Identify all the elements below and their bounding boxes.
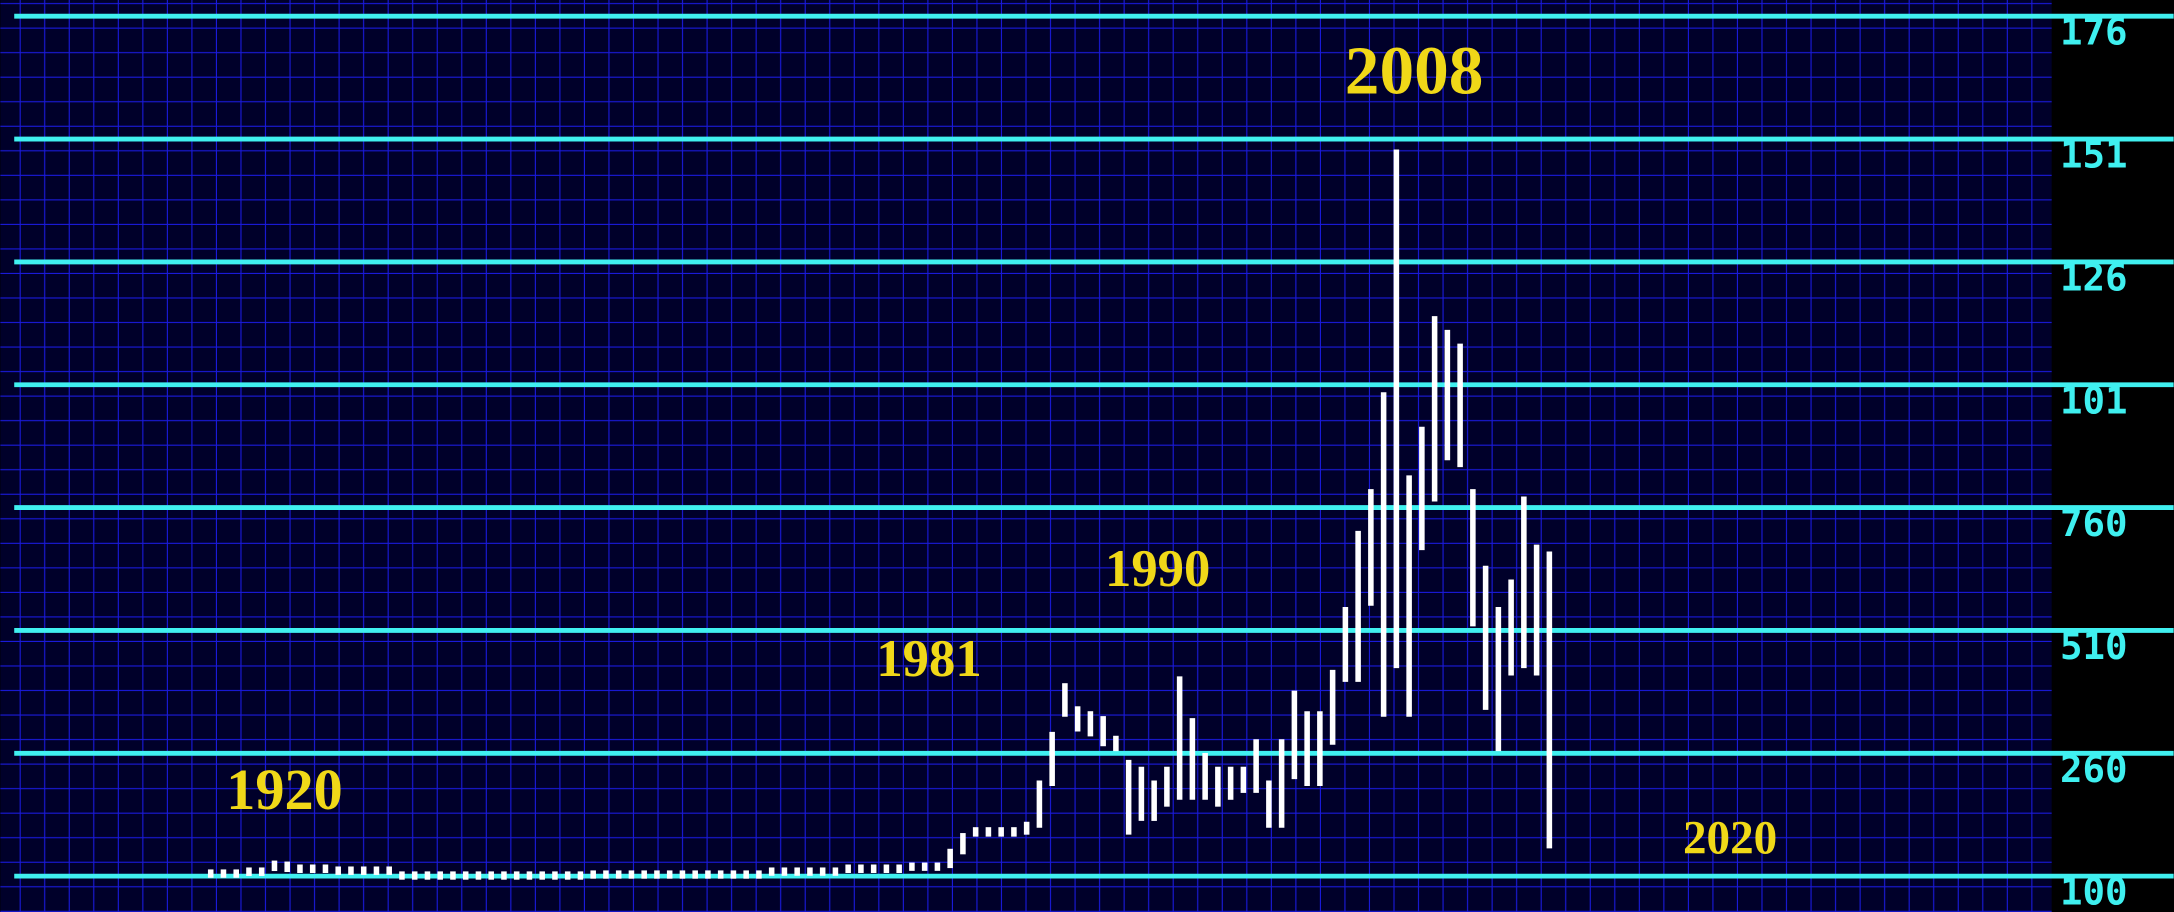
y-tick-label: 510 xyxy=(2060,624,2128,668)
annotation: 2008 xyxy=(1345,32,1484,109)
y-tick-label: 151 xyxy=(2060,133,2128,177)
y-tick-label: 126 xyxy=(2060,255,2128,299)
annotation: 1981 xyxy=(876,630,981,688)
y-tick-label: 101 xyxy=(2060,378,2128,422)
y-tick-label: 100 xyxy=(2060,870,2128,912)
y-tick-label: 176 xyxy=(2060,10,2128,54)
minor-grid xyxy=(0,0,2052,912)
annotation: 1920 xyxy=(226,757,342,822)
annotation: 2020 xyxy=(1683,813,1777,865)
annotation: 1990 xyxy=(1105,540,1210,598)
y-tick-label: 760 xyxy=(2060,501,2128,545)
y-tick-label: 260 xyxy=(2060,747,2128,791)
